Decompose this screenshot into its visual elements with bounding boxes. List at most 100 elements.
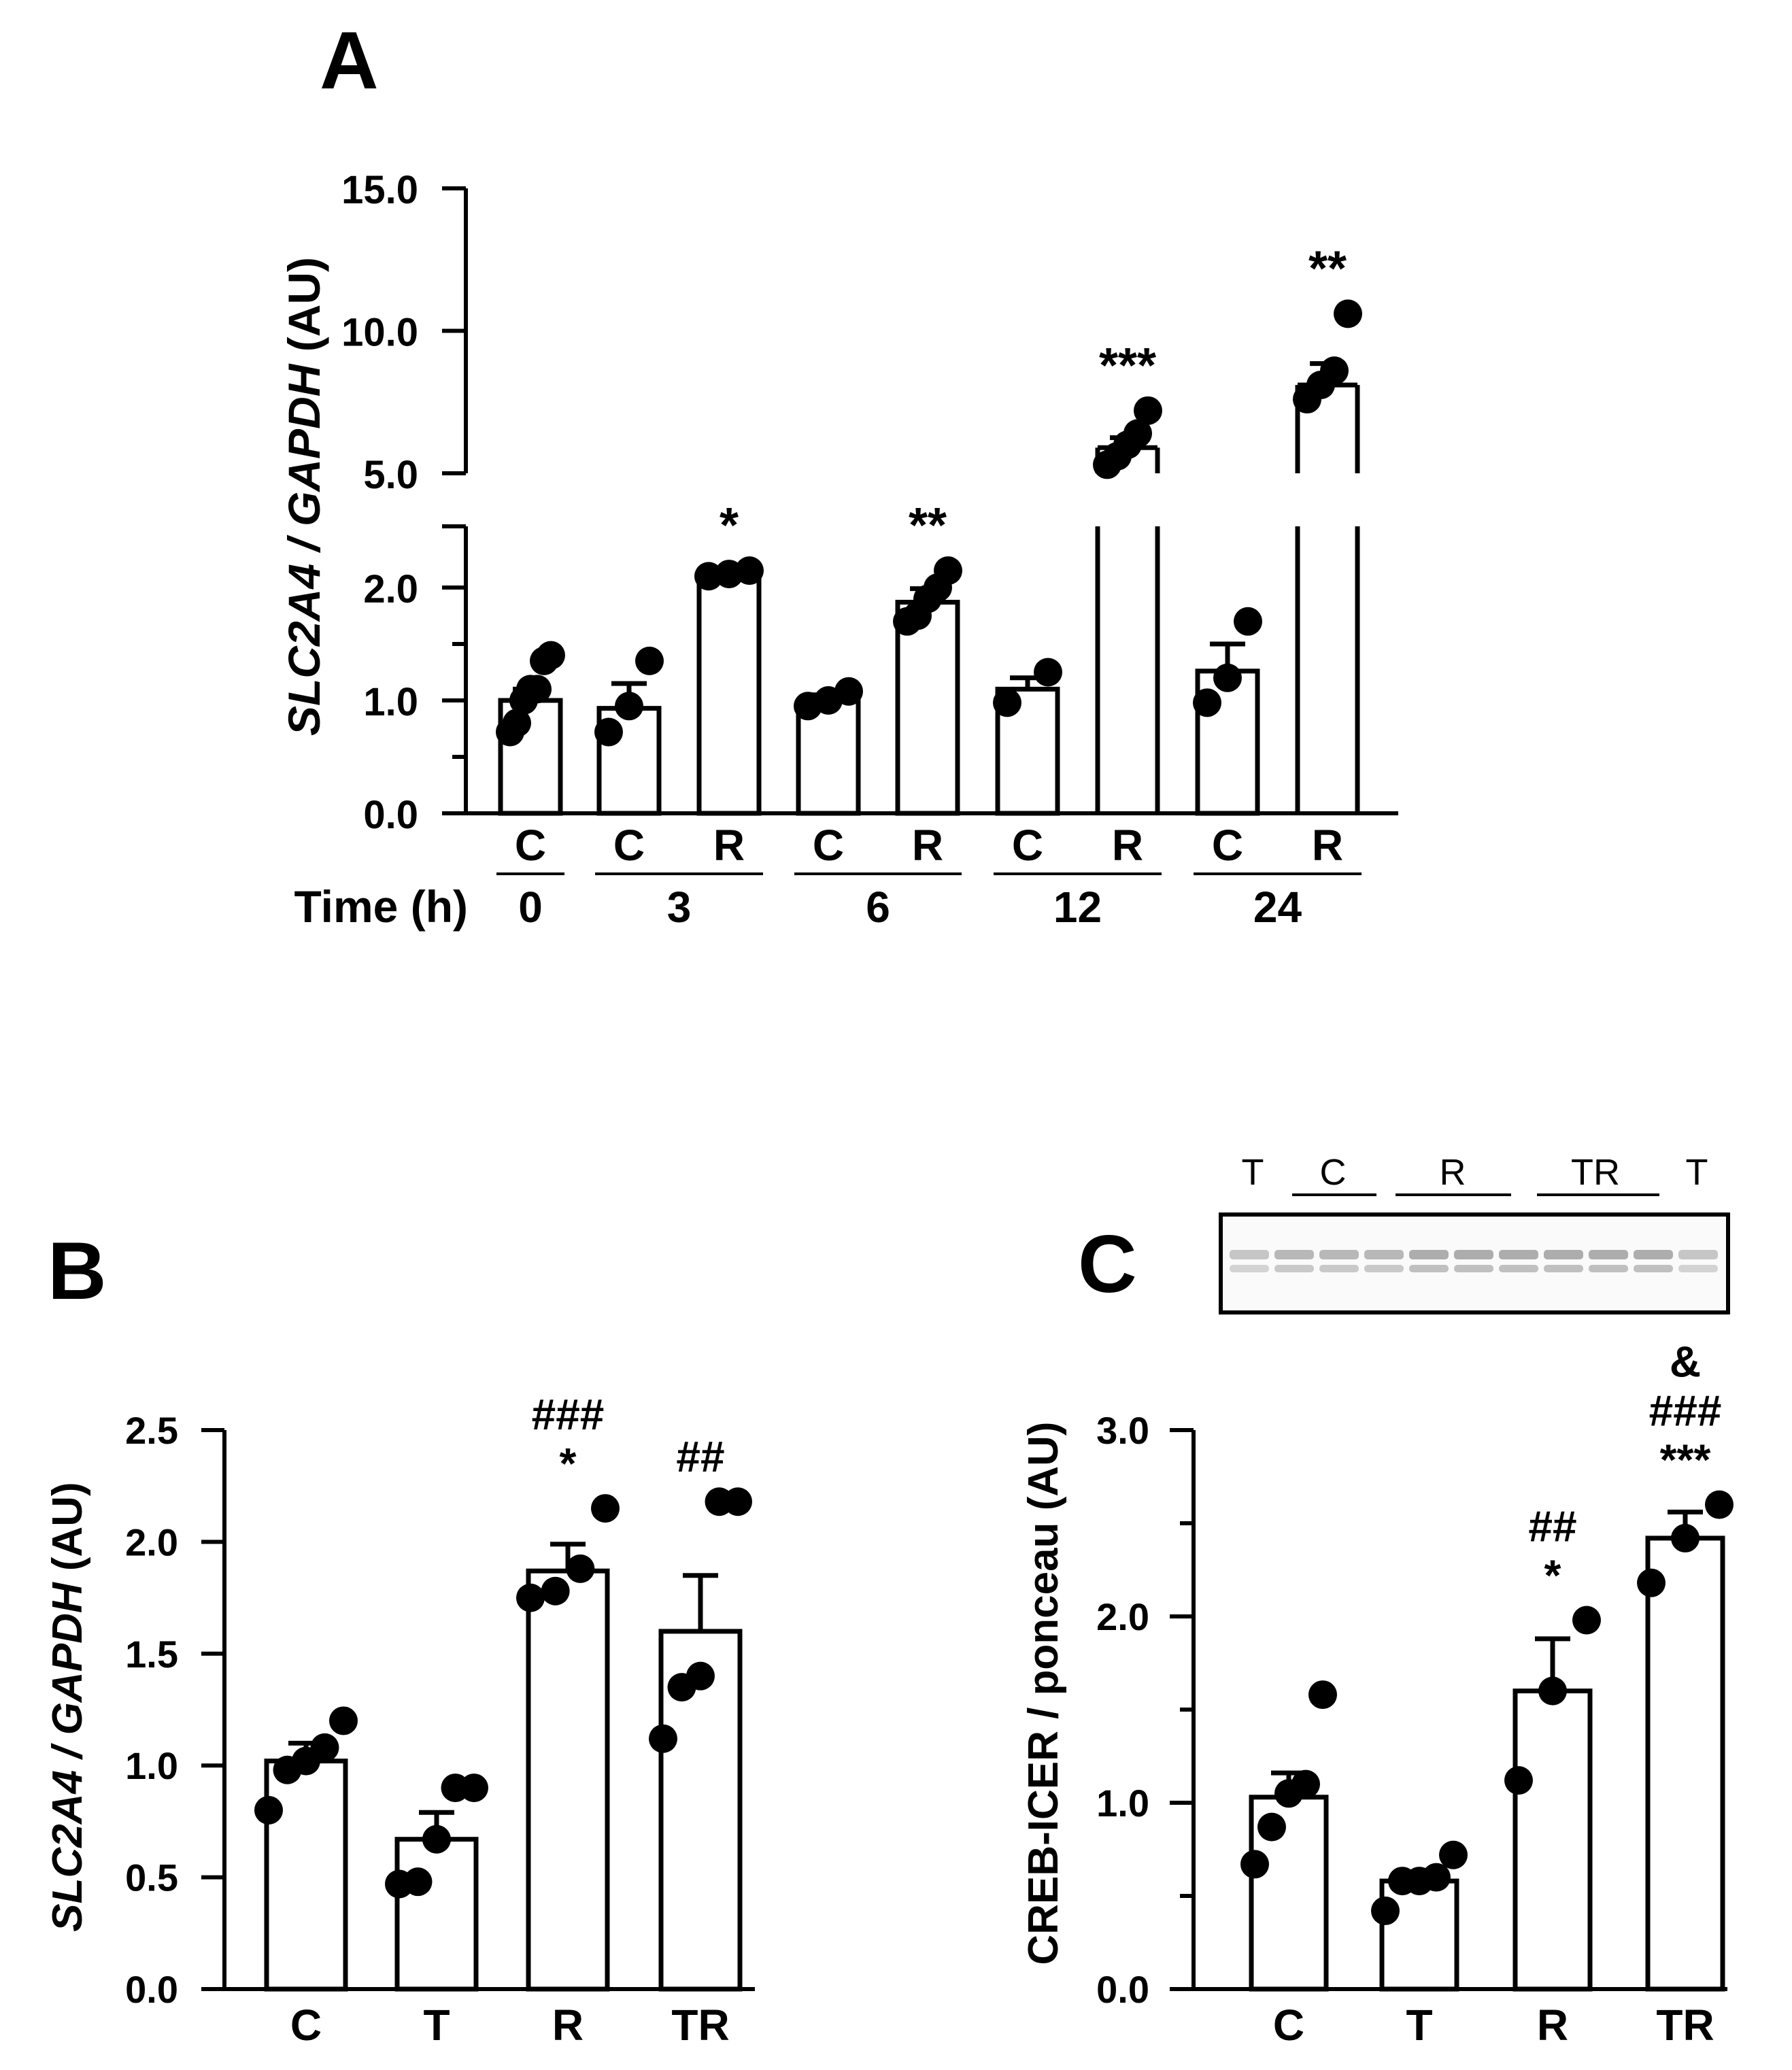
panel-c-t-bar bbox=[1379, 1878, 1459, 1992]
blot-frame bbox=[1219, 1212, 1730, 1314]
panel-b-letter: B bbox=[48, 1225, 107, 1317]
panel-a-c-0-point bbox=[523, 675, 552, 704]
panel-a-c-0-point bbox=[537, 641, 565, 670]
blot-band bbox=[1499, 1250, 1538, 1259]
panel-c-x-tick-label: C bbox=[1273, 2001, 1304, 2050]
panel-b-y-axis-label-gene: SLC2A4 / GAPDH bbox=[44, 1582, 91, 1932]
blot-band bbox=[1409, 1265, 1449, 1272]
panel-a-r-3-point bbox=[735, 556, 764, 586]
panel-c: C T C R TR T CREB-ICER / ponceau (AU) 0.0 1.0… bbox=[1020, 1152, 1734, 2050]
panel-b-t-point bbox=[460, 1774, 488, 1803]
panel-b-y-tick-label: 0.5 bbox=[125, 1856, 178, 1899]
panel-c-y-ticks: 0.0 1.0 2.0 3.0 bbox=[1096, 1409, 1194, 2011]
panel-a-y-axis-label-unit: (AU) bbox=[279, 257, 329, 364]
panel-c-y-tick-label: 3.0 bbox=[1096, 1409, 1149, 1452]
panel-b-c-point bbox=[310, 1733, 339, 1762]
western-blot-image bbox=[1219, 1212, 1730, 1314]
panel-b: B SLC2A4 / GAPDH (AU) 0.0 0.5 1.0 1.5 2.0 2.5… bbox=[44, 1225, 755, 2050]
blot-band bbox=[1230, 1265, 1269, 1272]
panel-b-x-tick-label: C bbox=[290, 2001, 322, 2050]
panel-c-tr-point bbox=[1637, 1568, 1666, 1597]
panel-b-r-bar bbox=[526, 1568, 610, 1992]
panel-a: A SLC2A4 / GAPDH (AU) 0.0 1.0 2.0 5.0 10.0 15… bbox=[279, 15, 1398, 932]
panel-b-tr-significance: ## bbox=[676, 1432, 724, 1481]
panel-c-y-axis-label: CREB-ICER / ponceau (AU) bbox=[1020, 1421, 1067, 1965]
panel-c-tr-significance: ### bbox=[1649, 1387, 1722, 1436]
panel-a-y-tick-label: 0.0 bbox=[363, 793, 418, 837]
panel-a-time-label: 3 bbox=[667, 883, 692, 932]
panel-a-r-12-significance: *** bbox=[1099, 339, 1156, 393]
panel-b-y-tick-label: 1.5 bbox=[125, 1633, 178, 1676]
panel-b-r-point bbox=[541, 1576, 570, 1606]
panel-a-x-tick-label: C bbox=[1212, 821, 1243, 870]
panel-c-r-point bbox=[1538, 1676, 1567, 1706]
panel-b-tr-point bbox=[649, 1724, 677, 1753]
panel-a-c-3-point bbox=[615, 692, 643, 721]
panel-a-y-tick-label: 15.0 bbox=[341, 168, 418, 212]
panel-b-tr-point bbox=[686, 1661, 715, 1691]
panel-b-t-point bbox=[403, 1867, 433, 1897]
panel-a-r-3-bar bbox=[696, 571, 762, 816]
panel-b-r-point bbox=[566, 1554, 595, 1583]
panel-a-time-label: 6 bbox=[866, 883, 890, 932]
blot-lane-label: T bbox=[1242, 1152, 1264, 1193]
panel-a-y-tick-label: 1.0 bbox=[363, 680, 418, 724]
blot-band bbox=[1589, 1265, 1628, 1272]
blot-band bbox=[1364, 1265, 1404, 1272]
blot-band bbox=[1634, 1250, 1673, 1259]
panel-a-x-tick-label: C bbox=[613, 821, 645, 870]
panel-c-tr-significance: *** bbox=[1660, 1436, 1711, 1484]
panel-a-x-tick-label: R bbox=[1112, 821, 1143, 870]
panel-a-c-3-point bbox=[635, 646, 664, 675]
panel-c-tr-point bbox=[1671, 1523, 1700, 1552]
panel-a-r-3-significance: * bbox=[720, 498, 739, 553]
panel-a-y-ticks: 0.0 1.0 2.0 5.0 10.0 15.0 bbox=[341, 168, 466, 837]
panel-c-r-point bbox=[1572, 1606, 1601, 1635]
blot-bands bbox=[1230, 1250, 1718, 1272]
panel-c-letter: C bbox=[1078, 1219, 1137, 1310]
panel-a-c-24-point bbox=[1234, 607, 1262, 636]
panel-a-x-tick-label: C bbox=[1012, 821, 1043, 870]
blot-lane-label: TR bbox=[1571, 1152, 1620, 1193]
blot-lane-label: R bbox=[1440, 1152, 1466, 1193]
blot-band bbox=[1409, 1250, 1449, 1259]
blot-lane-label: T bbox=[1686, 1152, 1708, 1193]
panel-a-c-12-point bbox=[1034, 658, 1062, 687]
panel-b-y-ticks: 0.0 0.5 1.0 1.5 2.0 2.5 bbox=[125, 1409, 224, 2011]
panel-b-bars: *##### bbox=[254, 1390, 752, 1992]
panel-b-r-point bbox=[591, 1494, 620, 1523]
blot-band bbox=[1634, 1265, 1673, 1272]
panel-b-y-tick-label: 0.0 bbox=[125, 1968, 178, 2011]
panel-a-y-axis-label: SLC2A4 / GAPDH (AU) bbox=[279, 257, 329, 736]
blot-band bbox=[1544, 1250, 1583, 1259]
panel-c-r-significance: * bbox=[1544, 1550, 1561, 1599]
panel-a-c-24-point bbox=[1193, 688, 1221, 717]
panel-a-letter: A bbox=[320, 15, 379, 106]
panel-c-y-tick-label: 0.0 bbox=[1096, 1968, 1149, 2011]
panel-c-y-tick-label: 1.0 bbox=[1096, 1782, 1149, 1825]
panel-b-y-tick-label: 2.0 bbox=[125, 1521, 178, 1563]
panel-a-c-0-point bbox=[503, 709, 531, 738]
panel-a-y-tick-label: 10.0 bbox=[341, 311, 418, 355]
panel-b-c-point bbox=[254, 1795, 283, 1825]
blot-band bbox=[1678, 1265, 1718, 1272]
panel-b-y-tick-label: 2.5 bbox=[125, 1409, 178, 1452]
panel-b-y-axis-label-unit: (AU) bbox=[44, 1482, 91, 1582]
blot-band bbox=[1454, 1250, 1493, 1259]
panel-a-x-tick-label: C bbox=[515, 821, 546, 870]
panel-c-c-point bbox=[1291, 1769, 1320, 1799]
panel-a-y-axis-label-gene: SLC2A4 / GAPDH bbox=[279, 363, 329, 736]
panel-a-r-12-point bbox=[1134, 396, 1162, 425]
panel-a-x-tick-label: R bbox=[713, 821, 745, 870]
panel-b-x-tick-label: T bbox=[423, 2001, 450, 2050]
blot-band bbox=[1454, 1265, 1493, 1272]
panel-a-c-3-point bbox=[594, 717, 623, 747]
blot-band bbox=[1544, 1265, 1583, 1272]
panel-a-bars: * ******* bbox=[496, 241, 1362, 816]
panel-c-c-point bbox=[1240, 1850, 1269, 1879]
panel-a-c-12-point bbox=[993, 688, 1021, 717]
panel-a-r-24-significance: ** bbox=[1308, 241, 1347, 296]
panel-c-c-point bbox=[1308, 1680, 1337, 1710]
panel-a-r-12-point bbox=[1123, 419, 1152, 448]
panel-b-r-significance: * bbox=[560, 1439, 577, 1488]
